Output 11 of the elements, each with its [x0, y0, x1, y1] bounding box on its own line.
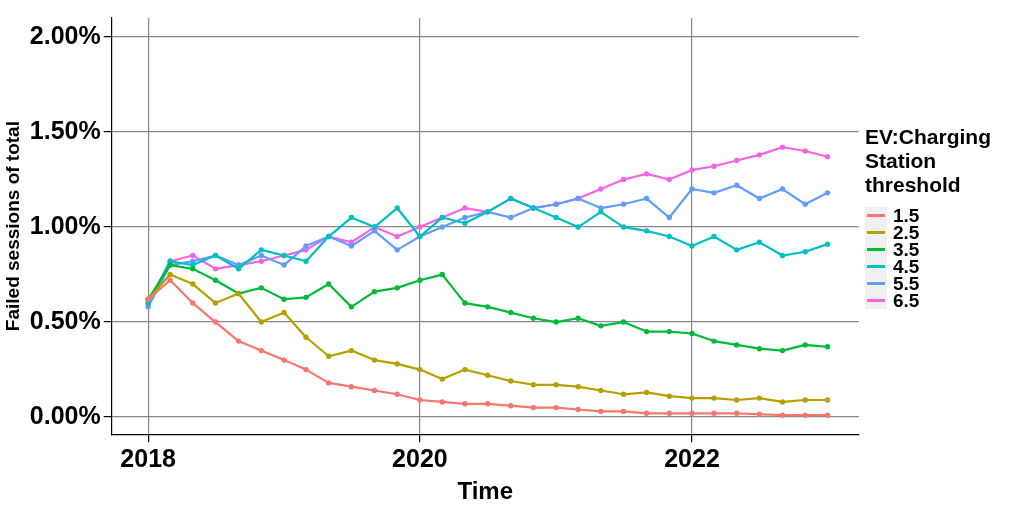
x-tick-label: 2022	[664, 444, 720, 473]
y-tick-label: 0.00%	[29, 400, 101, 429]
legend-title: EV:Charging Station threshold	[865, 125, 992, 197]
y-tick-label: 0.50%	[29, 305, 101, 334]
y-tick-label: 2.00%	[29, 20, 101, 49]
x-tick-label: 2020	[392, 444, 448, 473]
y-axis-title: Failed sessions of total	[1, 121, 23, 332]
y-tick-label: 1.00%	[29, 210, 101, 239]
y-tick-label: 1.50%	[29, 115, 101, 144]
x-axis-title: Time	[457, 477, 514, 505]
x-tick-label: 2018	[120, 444, 177, 473]
